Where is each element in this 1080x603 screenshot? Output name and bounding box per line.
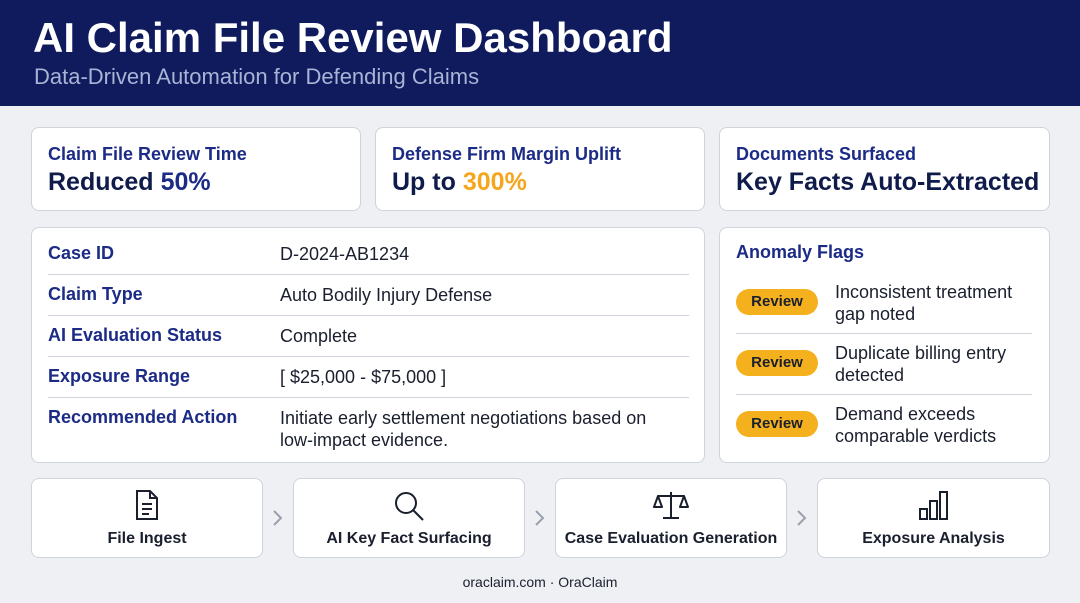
step-label: Exposure Analysis (862, 530, 1005, 547)
case-details-card: Case ID D-2024-AB1234 Claim Type Auto Bodi… (31, 227, 705, 463)
detail-label: Claim Type (48, 284, 143, 304)
metric-highlight: 300% (462, 168, 527, 196)
chevron (797, 510, 807, 526)
anomaly-text: Inconsistent treatment gap noted (835, 282, 1013, 324)
detail-label: AI Evaluation Status (48, 325, 223, 345)
workflow-step: File Ingest (31, 478, 263, 558)
title: AI Claim File Review Dashboard (33, 14, 673, 61)
review-badge: Review (736, 411, 818, 437)
step-label: Case Evaluation Generation (564, 530, 778, 547)
metric-text: Key Facts Auto-Extracted (736, 168, 1040, 196)
metric-value: Up to 300% (392, 168, 527, 197)
metric-card: Defense Firm Margin Uplift Up to 300% (375, 127, 705, 211)
metric-value: Reduced 50% (48, 168, 211, 197)
metric-value: Key Facts Auto-Extracted (736, 168, 1039, 197)
chevron (535, 510, 545, 526)
anomaly-item: Review Inconsistent treatment gap noted (736, 273, 1032, 334)
detail-row: Exposure Range [ $25,000 - $75,000 ] (48, 357, 689, 398)
detail-value: D-2024-AB1234 (280, 244, 410, 264)
detail-row: Claim Type Auto Bodily Injury Defense (48, 275, 689, 316)
detail-row: Case ID D-2024-AB1234 (48, 234, 689, 275)
detail-label: Case ID (48, 243, 115, 263)
detail-value: Complete (280, 326, 358, 346)
metric-card: Claim File Review Time Reduced 50% (31, 127, 361, 211)
anomaly-title: Anomaly Flags (736, 242, 865, 262)
footer: oraclaim.com · OraClaim (462, 574, 618, 590)
chevron (273, 510, 283, 526)
scale-icon (653, 492, 689, 519)
review-badge: Review (736, 350, 818, 376)
subtitle: Data-Driven Automation for Defending Cla… (34, 64, 480, 89)
detail-value: Initiate early settlement negotiations b… (280, 408, 647, 450)
detail-value: Auto Bodily Injury Defense (280, 285, 493, 305)
step-label: AI Key Fact Surfacing (326, 530, 492, 547)
anomaly-item: Review Duplicate billing entry detected (736, 334, 1032, 395)
step-label: File Ingest (107, 530, 187, 547)
anomaly-item: Review Demand exceeds comparable verdicts (736, 395, 1032, 456)
detail-label: Exposure Range (48, 366, 191, 386)
metric-label: Defense Firm Margin Uplift (392, 144, 622, 164)
header: AI Claim File Review Dashboard Data-Driv… (0, 0, 1080, 106)
metric-label: Claim File Review Time (48, 144, 247, 164)
anomaly-card: Anomaly Flags Review Inconsistent treatme… (719, 227, 1050, 463)
detail-row: Recommended Action Initiate early settlem… (48, 398, 689, 450)
workflow-step: Case Evaluation Generation (555, 478, 787, 558)
review-badge: Review (736, 289, 818, 315)
search-icon (395, 492, 424, 521)
metric-highlight: 50% (160, 168, 211, 196)
detail-value: [ $25,000 - $75,000 ] (280, 367, 447, 387)
metric-card: Documents Surfaced Key Facts Auto-Extrac… (719, 127, 1050, 211)
metric-label: Documents Surfaced (736, 144, 917, 164)
metric-text: Up to (392, 168, 456, 196)
file-icon (136, 490, 158, 520)
bars-icon (918, 491, 948, 520)
anomaly-text: Duplicate billing entry detected (835, 343, 1007, 385)
detail-label: Recommended Action (48, 407, 238, 427)
metric-text: Reduced (48, 168, 154, 196)
detail-row: AI Evaluation Status Complete (48, 316, 689, 357)
anomaly-text: Demand exceeds comparable verdicts (835, 404, 997, 446)
workflow-step: Exposure Analysis (817, 478, 1050, 558)
workflow-step: AI Key Fact Surfacing (293, 478, 525, 558)
